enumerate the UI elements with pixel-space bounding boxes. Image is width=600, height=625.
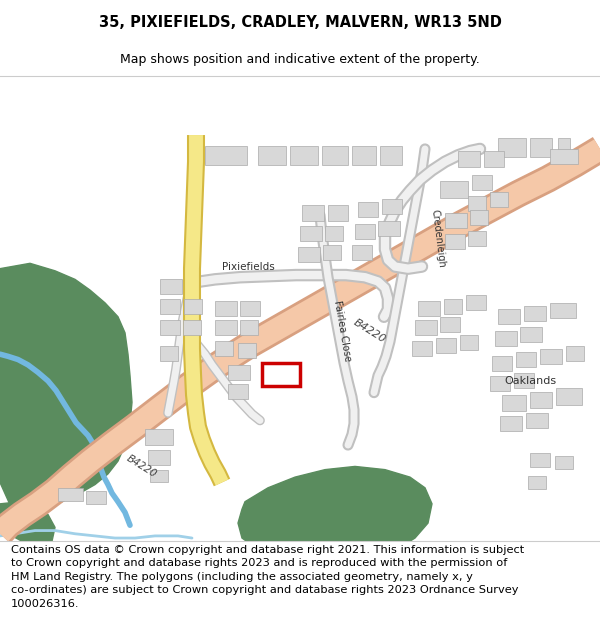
Bar	[468, 231, 486, 246]
Bar	[325, 226, 343, 241]
Bar	[380, 146, 402, 165]
Bar	[258, 146, 286, 165]
Bar	[514, 373, 534, 388]
Bar	[298, 248, 320, 262]
Bar	[358, 202, 378, 217]
Text: Contains OS data © Crown copyright and database right 2021. This information is : Contains OS data © Crown copyright and d…	[11, 544, 524, 609]
Bar	[484, 151, 504, 167]
Bar	[240, 301, 260, 316]
Bar	[160, 346, 178, 361]
Bar	[530, 392, 552, 408]
Bar	[228, 365, 250, 380]
Bar	[530, 452, 550, 468]
Text: B4220: B4220	[352, 317, 388, 344]
Bar	[528, 476, 546, 489]
Text: Pixiefields: Pixiefields	[222, 261, 275, 271]
Bar	[183, 320, 201, 335]
Bar	[490, 192, 508, 207]
Bar	[436, 338, 456, 353]
Bar	[468, 196, 486, 211]
Bar	[550, 303, 576, 318]
Bar	[490, 376, 510, 391]
Bar	[418, 301, 440, 316]
Bar	[145, 429, 173, 445]
Text: Map shows position and indicative extent of the property.: Map shows position and indicative extent…	[120, 53, 480, 66]
Bar	[555, 456, 573, 469]
Bar	[458, 151, 480, 167]
Text: Credenleigh: Credenleigh	[430, 209, 447, 269]
Bar	[322, 146, 348, 165]
Bar	[262, 362, 300, 386]
Bar	[412, 341, 432, 356]
Bar	[240, 320, 258, 335]
Bar	[550, 149, 578, 164]
Polygon shape	[0, 263, 132, 512]
Bar	[328, 204, 348, 221]
Bar	[466, 296, 486, 311]
Bar	[228, 384, 248, 399]
Bar	[352, 146, 376, 165]
Bar	[500, 416, 522, 431]
Bar	[460, 335, 478, 350]
Bar	[86, 491, 106, 504]
Bar	[215, 341, 233, 356]
Bar	[556, 388, 582, 406]
Bar	[58, 488, 83, 501]
Bar	[498, 138, 526, 158]
Bar	[440, 181, 468, 198]
Bar	[215, 301, 237, 316]
Bar	[495, 331, 517, 346]
Bar	[378, 221, 400, 236]
Bar	[566, 346, 584, 361]
Bar	[444, 299, 462, 314]
Bar	[445, 234, 465, 249]
Bar	[472, 174, 492, 189]
Bar	[160, 299, 180, 314]
Bar	[470, 210, 488, 225]
Bar	[502, 395, 526, 411]
Bar	[440, 317, 460, 332]
Bar	[355, 224, 375, 239]
Bar	[524, 306, 546, 321]
Bar	[205, 146, 247, 165]
Bar	[415, 320, 437, 335]
Bar	[526, 413, 548, 428]
Bar	[323, 245, 341, 260]
Bar	[492, 356, 512, 371]
Bar	[148, 451, 170, 466]
Bar	[300, 226, 322, 241]
Bar	[238, 344, 256, 359]
Polygon shape	[0, 502, 55, 541]
Text: Oaklands: Oaklands	[504, 376, 556, 386]
Bar	[290, 146, 318, 165]
Bar	[302, 204, 324, 221]
Bar	[352, 245, 372, 260]
Text: Fairlea Close: Fairlea Close	[332, 299, 352, 362]
Polygon shape	[238, 466, 432, 561]
Text: 35, PIXIEFIELDS, CRADLEY, MALVERN, WR13 5ND: 35, PIXIEFIELDS, CRADLEY, MALVERN, WR13 …	[98, 16, 502, 31]
Bar	[558, 138, 570, 158]
Bar	[184, 299, 202, 314]
Bar	[498, 309, 520, 324]
Bar	[382, 199, 402, 214]
Bar	[516, 352, 536, 367]
Text: B4220: B4220	[125, 453, 159, 479]
Bar	[520, 328, 542, 342]
Bar	[540, 349, 562, 364]
Bar	[160, 320, 180, 335]
Bar	[445, 213, 467, 228]
Bar	[215, 320, 237, 335]
Bar	[530, 138, 552, 158]
Bar	[150, 469, 168, 482]
Bar	[160, 279, 182, 294]
